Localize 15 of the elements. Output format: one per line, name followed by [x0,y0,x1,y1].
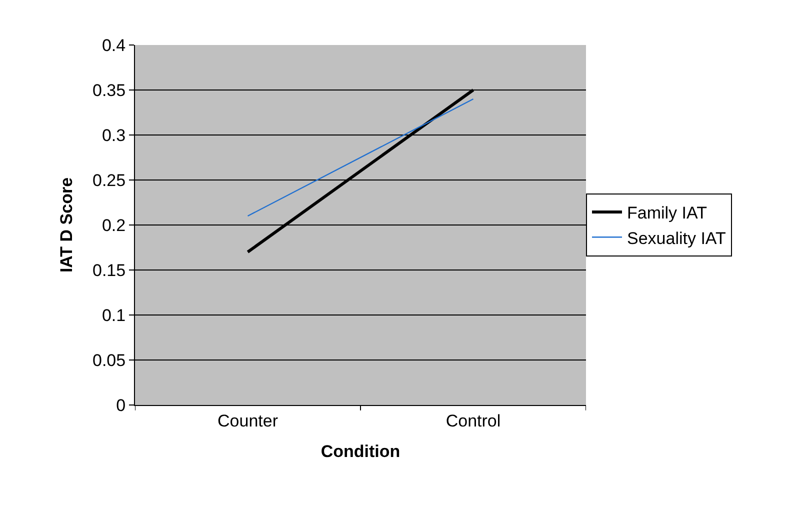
legend-label: Sexuality IAT [627,228,726,248]
y-tick-label: 0.3 [102,126,126,145]
x-tick-label: Counter [218,411,278,430]
y-tick-label: 0.35 [92,80,126,100]
y-tick-label: 0.15 [92,260,126,280]
y-tick-label: 0.2 [102,216,126,235]
y-tick-label: 0.4 [102,36,126,55]
legend-label: Family IAT [627,204,707,223]
y-axis-title: IAT D Score [57,177,76,273]
y-tick-label: 0.1 [102,306,126,325]
y-tick-label: 0 [116,396,126,415]
y-tick-label: 0.25 [92,170,126,190]
x-axis-title: Condition [320,442,400,461]
x-tick-label: Control [446,411,501,430]
y-tick-label: 0.05 [92,350,126,370]
